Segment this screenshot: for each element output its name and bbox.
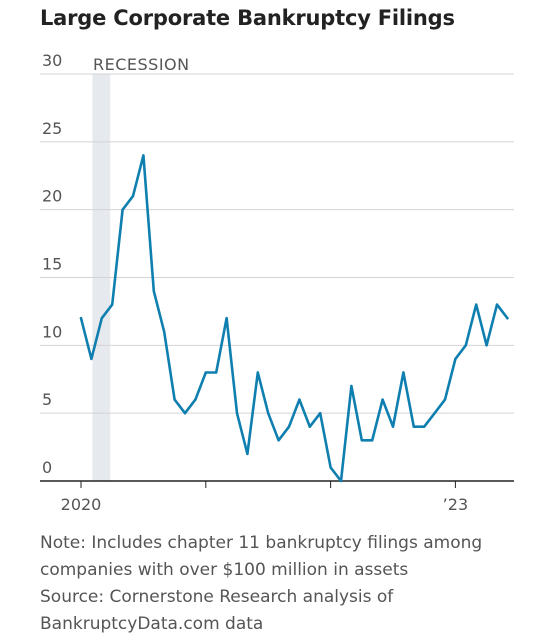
data-point xyxy=(402,371,405,374)
gridlines xyxy=(40,73,514,414)
data-point xyxy=(360,439,363,442)
x-tick-label: 2020 xyxy=(61,495,102,514)
data-point xyxy=(339,479,343,483)
y-tick-label: 20 xyxy=(42,187,62,206)
data-point xyxy=(267,412,270,415)
recession-band-layer: RECESSION xyxy=(92,55,189,481)
data-point xyxy=(371,439,374,442)
data-point xyxy=(183,412,187,415)
series-line xyxy=(79,154,509,483)
data-point xyxy=(350,384,353,388)
source-line: Source: Cornerstone Research analysis of xyxy=(40,587,394,607)
data-point xyxy=(329,466,332,469)
data-point xyxy=(235,412,239,415)
data-point xyxy=(319,412,322,415)
y-tick-label: 5 xyxy=(42,390,52,409)
data-point xyxy=(475,303,478,306)
data-point xyxy=(495,303,499,306)
data-point xyxy=(121,208,124,211)
data-point xyxy=(298,398,301,401)
data-point xyxy=(194,398,197,401)
data-point xyxy=(381,398,384,401)
source-line: BankruptcyData.com data xyxy=(40,614,264,634)
chart-title: Large Corporate Bankruptcy Filings xyxy=(40,6,455,30)
data-point xyxy=(131,194,135,198)
data-point xyxy=(225,317,228,320)
y-tick-label: 0 xyxy=(42,458,52,477)
data-point xyxy=(90,357,93,361)
data-point xyxy=(79,317,83,320)
y-axis-labels: 0 5 10 15 20 25 30 xyxy=(42,51,62,477)
y-tick-label: 10 xyxy=(42,322,62,341)
data-point xyxy=(100,317,104,320)
data-point xyxy=(454,357,457,361)
data-point xyxy=(163,330,166,333)
data-point xyxy=(287,425,291,428)
data-point xyxy=(111,303,114,306)
data-point xyxy=(204,371,207,374)
data-point xyxy=(142,154,145,157)
y-tick-label: 15 xyxy=(42,255,62,274)
y-tick-label: 30 xyxy=(42,51,62,70)
data-point xyxy=(506,317,509,320)
note-line: Note: Includes chapter 11 bankruptcy fil… xyxy=(40,533,483,553)
data-point xyxy=(256,371,259,374)
x-tick-label: ’23 xyxy=(443,495,468,514)
series-layer xyxy=(79,154,509,483)
data-point xyxy=(443,398,447,401)
line-chart: RECESSION 0 5 10 15 20 25 30 2020 ’23 xyxy=(40,51,514,514)
y-tick-label: 25 xyxy=(42,119,62,138)
data-point xyxy=(423,425,426,428)
data-point xyxy=(173,398,176,401)
data-point xyxy=(277,439,280,442)
data-point xyxy=(485,344,488,347)
recession-label: RECESSION xyxy=(93,55,190,74)
note-line: companies with over $100 million in asse… xyxy=(40,560,409,580)
data-point xyxy=(215,371,218,374)
data-point xyxy=(391,425,395,428)
data-point xyxy=(464,344,467,347)
chart-notes: Note: Includes chapter 11 bankruptcy fil… xyxy=(40,530,530,638)
data-point xyxy=(433,412,436,415)
x-axis: 2020 ’23 xyxy=(40,480,514,514)
data-point xyxy=(152,289,155,293)
data-point xyxy=(308,425,311,428)
data-point xyxy=(412,425,415,428)
data-point xyxy=(246,452,249,456)
